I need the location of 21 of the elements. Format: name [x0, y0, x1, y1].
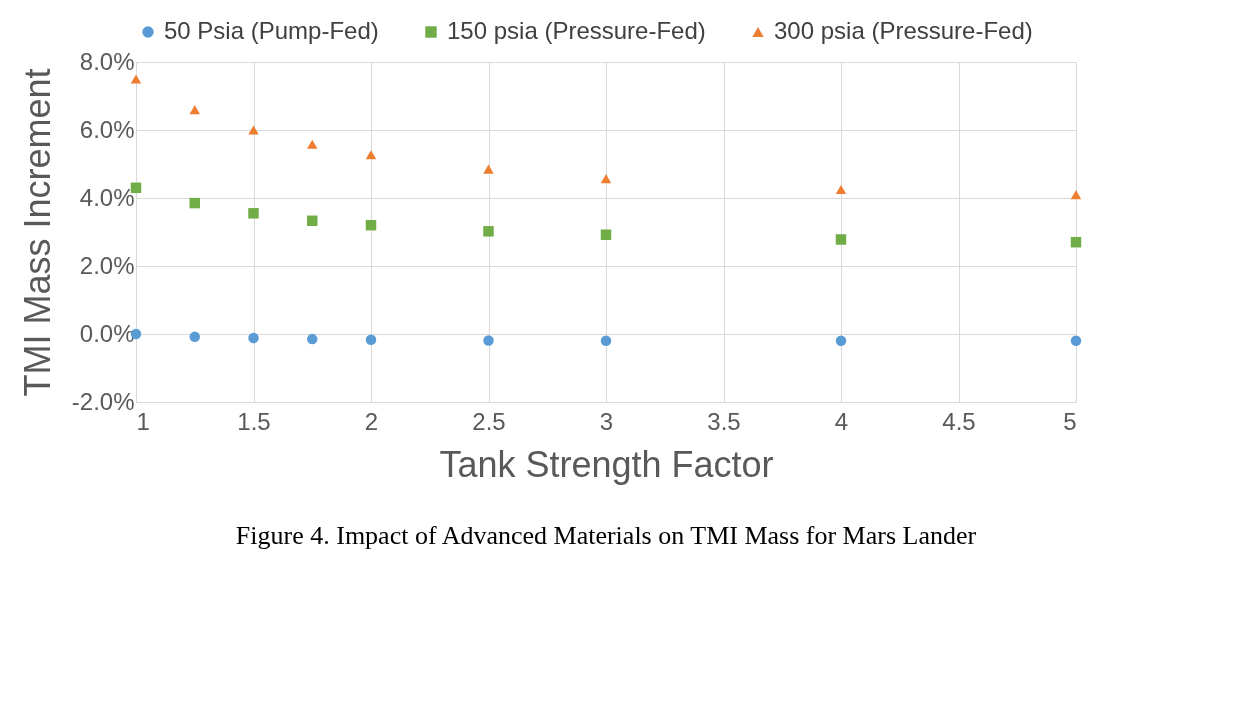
y-tick-label: 6.0% — [79, 115, 135, 143]
legend-label: 300 psia (Pressure-Fed) — [774, 17, 1033, 44]
x-tick-label: 1.5 — [237, 407, 271, 435]
x-tick-label: 4.5 — [942, 407, 976, 435]
y-axis-title: TMI Mass Increment — [16, 68, 58, 397]
legend-label: 50 Psia (Pump-Fed) — [164, 17, 379, 44]
caption: Figure 4. Impact of Advanced Materials on TMI Mass for Mars Lander — [235, 521, 977, 550]
x-tick-label: 2 — [364, 407, 379, 435]
x-tick-label: 5 — [1063, 407, 1077, 435]
x-tick-label: 3 — [599, 407, 614, 435]
y-tick-label: 4.0% — [79, 183, 135, 211]
y-tick-label: 2.0% — [79, 251, 135, 279]
y-tick-label: -2.0% — [71, 387, 135, 415]
x-tick-label: 1 — [136, 407, 150, 435]
x-tick-label: 2.5 — [472, 407, 506, 435]
x-tick-label: 4 — [834, 407, 849, 435]
x-tick-label: 3.5 — [707, 407, 741, 435]
x-axis-title: Tank Strength Factor — [439, 443, 774, 485]
legend-label: 150 psia (Pressure-Fed) — [447, 17, 706, 44]
y-tick-label: 0.0% — [79, 319, 135, 347]
y-tick-label: 8.0% — [79, 47, 135, 75]
